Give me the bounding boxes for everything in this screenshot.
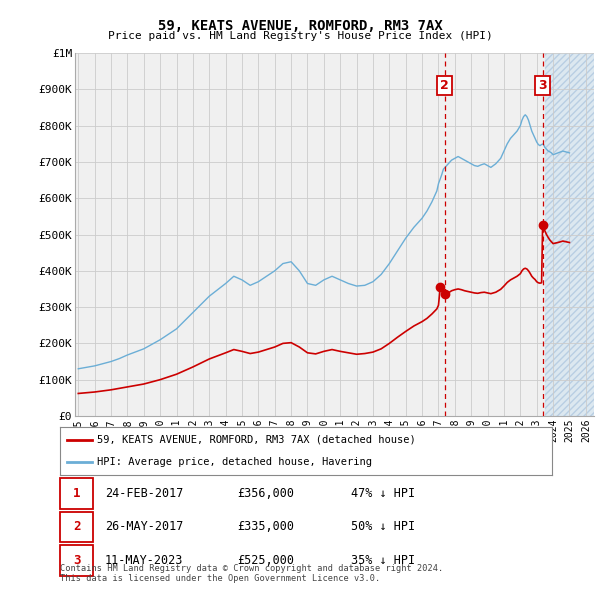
Text: £525,000: £525,000 xyxy=(237,554,294,567)
Text: 1: 1 xyxy=(73,487,80,500)
Text: Price paid vs. HM Land Registry's House Price Index (HPI): Price paid vs. HM Land Registry's House … xyxy=(107,31,493,41)
Text: 59, KEATS AVENUE, ROMFORD, RM3 7AX (detached house): 59, KEATS AVENUE, ROMFORD, RM3 7AX (deta… xyxy=(97,435,416,445)
Text: 2: 2 xyxy=(73,520,80,533)
Text: £335,000: £335,000 xyxy=(237,520,294,533)
Text: 24-FEB-2017: 24-FEB-2017 xyxy=(105,487,184,500)
Text: Contains HM Land Registry data © Crown copyright and database right 2024.
This d: Contains HM Land Registry data © Crown c… xyxy=(60,563,443,583)
Text: 35% ↓ HPI: 35% ↓ HPI xyxy=(351,554,415,567)
Bar xyxy=(545,53,594,416)
Text: £356,000: £356,000 xyxy=(237,487,294,500)
Text: 11-MAY-2023: 11-MAY-2023 xyxy=(105,554,184,567)
Text: HPI: Average price, detached house, Havering: HPI: Average price, detached house, Have… xyxy=(97,457,372,467)
Bar xyxy=(545,53,594,416)
Text: 59, KEATS AVENUE, ROMFORD, RM3 7AX: 59, KEATS AVENUE, ROMFORD, RM3 7AX xyxy=(158,19,442,33)
Text: 3: 3 xyxy=(538,79,547,92)
Text: 2: 2 xyxy=(440,79,449,92)
Text: 3: 3 xyxy=(73,554,80,567)
Text: 26-MAY-2017: 26-MAY-2017 xyxy=(105,520,184,533)
Text: 47% ↓ HPI: 47% ↓ HPI xyxy=(351,487,415,500)
Text: 50% ↓ HPI: 50% ↓ HPI xyxy=(351,520,415,533)
